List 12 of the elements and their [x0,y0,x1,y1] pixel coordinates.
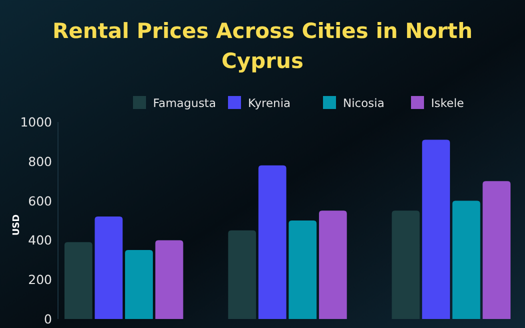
legend-label: Kyrenia [248,96,291,110]
y-tick-label: 600 [28,193,52,208]
chart-title: Rental Prices Across Cities in North Cyprus [52,19,473,73]
y-tick-label: 400 [28,232,52,248]
y-axis-title: USD [12,214,22,236]
y-tick-label: 1000 [20,114,52,130]
legend-label: Famagusta [153,96,216,110]
y-tick-label: 200 [28,272,52,288]
y-tick-label: 0 [44,312,52,326]
legend-label: Nicosia [343,96,384,110]
legend-label: Iskele [431,96,464,110]
y-tick-label: 800 [28,154,52,169]
